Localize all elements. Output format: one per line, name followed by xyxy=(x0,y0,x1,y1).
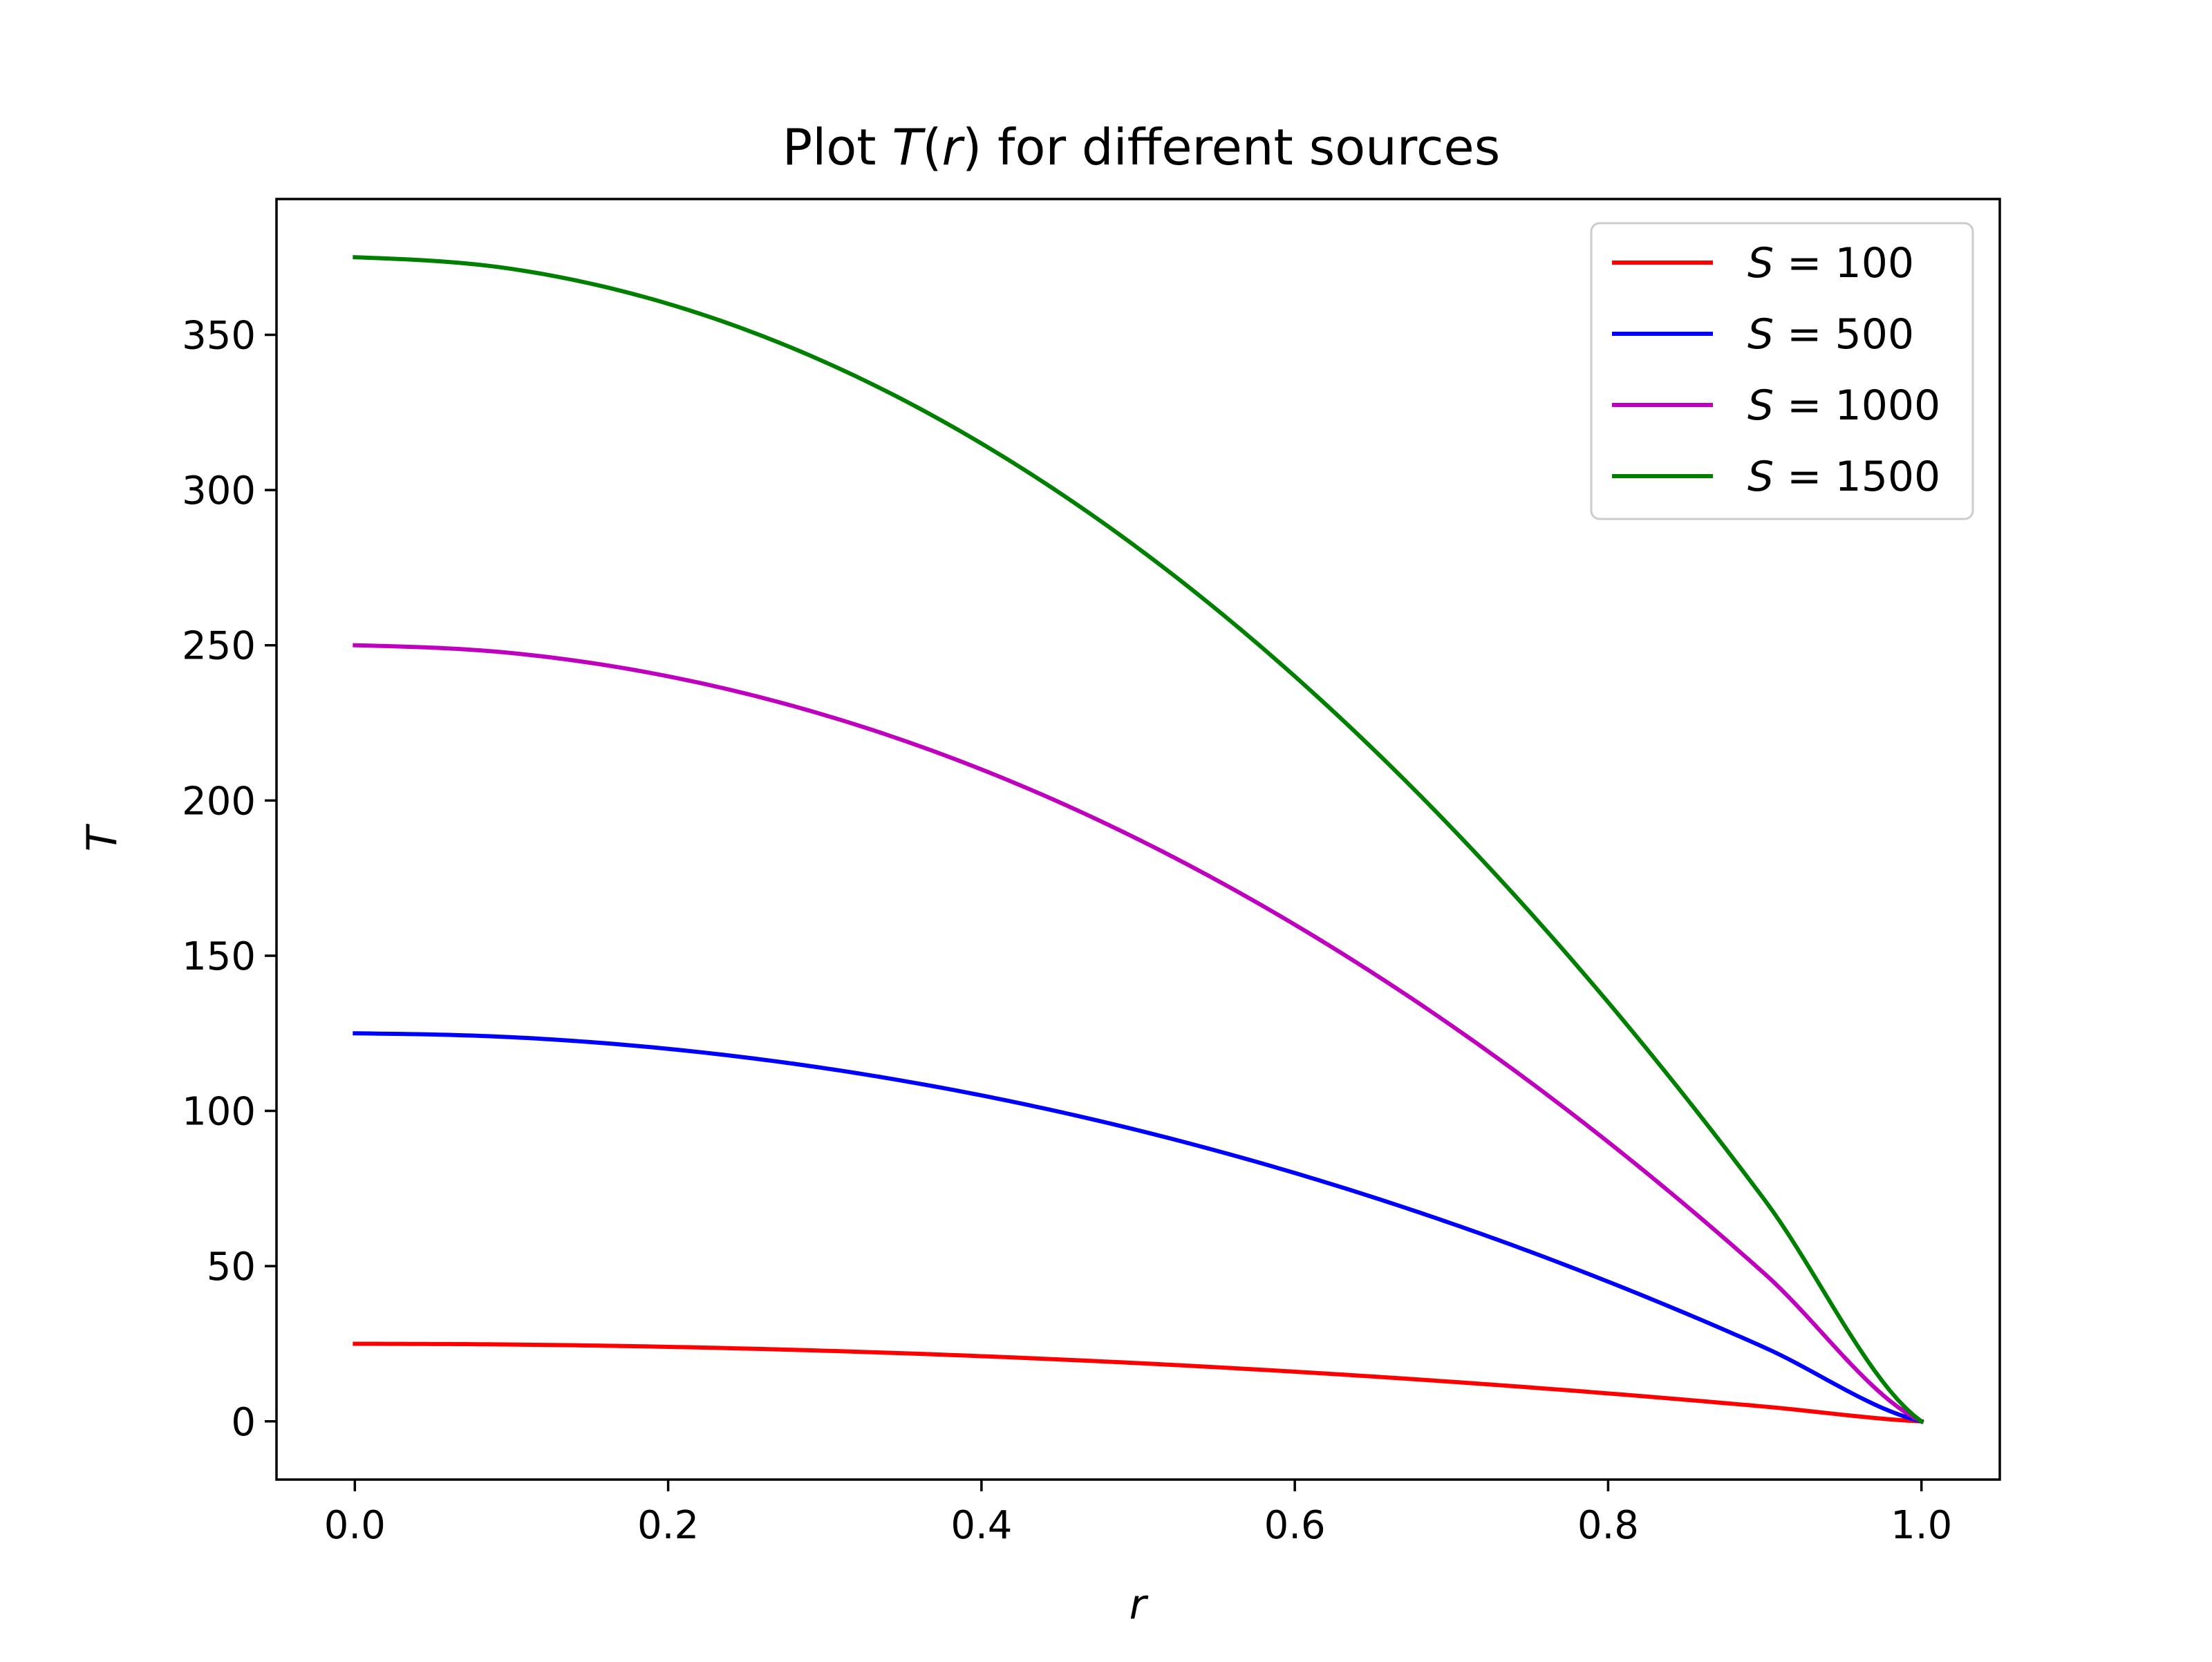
legend-label-eq: = xyxy=(1774,310,1835,359)
chart-title-math: T xyxy=(892,118,926,176)
x-tick-label: 0.2 xyxy=(637,1503,699,1548)
legend-label: S = 100 xyxy=(1747,239,1914,287)
legend-entry-100: S = 100 xyxy=(1612,239,1914,287)
chart-title-prefix: Plot xyxy=(782,118,892,176)
legend-label-eq: = xyxy=(1774,239,1835,287)
plot-lines xyxy=(353,255,1924,1424)
y-tick-label: 200 xyxy=(182,779,256,824)
legend-label-var: S xyxy=(1747,310,1774,359)
y-tick-label: 100 xyxy=(182,1090,256,1135)
legend-label-var: S xyxy=(1747,381,1774,430)
legend-label-var: S xyxy=(1747,239,1774,287)
chart-title: Plot T(r) for different sources xyxy=(782,118,1500,176)
x-tick-label: 0.0 xyxy=(324,1503,386,1548)
legend-box xyxy=(1590,222,1974,520)
legend-label-var: S xyxy=(1747,453,1774,501)
legend-label-eq: = xyxy=(1774,381,1835,430)
x-tick-label: 0.4 xyxy=(950,1503,1012,1548)
legend-label: S = 1500 xyxy=(1747,453,1940,501)
x-tick-label: 1.0 xyxy=(1891,1503,1952,1548)
series-line-500 xyxy=(353,1031,1924,1424)
x-axis-label: r xyxy=(1130,1580,1149,1629)
x-tick-label: 0.6 xyxy=(1264,1503,1326,1548)
legend-label-value: 1000 xyxy=(1835,381,1941,430)
y-tick-label: 0 xyxy=(231,1400,256,1445)
legend-entry-500: S = 500 xyxy=(1612,310,1914,359)
y-axis-label: T xyxy=(78,823,126,851)
legend-label-value: 1500 xyxy=(1835,453,1941,501)
chart-title-math2: r xyxy=(941,118,965,176)
y-tick-label: 250 xyxy=(182,624,256,669)
legend-label-value: 100 xyxy=(1835,239,1915,287)
legend-label: S = 500 xyxy=(1747,310,1914,359)
chart-title-mid: ( xyxy=(922,118,941,176)
legend-entry-1000: S = 1000 xyxy=(1612,381,1940,430)
y-tick-label: 350 xyxy=(182,314,256,359)
legend-label: S = 1000 xyxy=(1747,381,1940,430)
legend-entry-1500: S = 1500 xyxy=(1612,453,1940,501)
legend-label-eq: = xyxy=(1774,453,1835,501)
series-line-1500 xyxy=(353,255,1924,1424)
y-tick-label: 50 xyxy=(207,1245,256,1290)
legend-label-value: 500 xyxy=(1835,310,1915,359)
x-tick-label: 0.8 xyxy=(1577,1503,1639,1548)
plot-frame xyxy=(275,198,2001,1481)
series-line-100 xyxy=(353,1341,1924,1424)
chart-title-suffix: ) for different sources xyxy=(962,118,1500,176)
series-line-1000 xyxy=(353,643,1924,1424)
y-tick-label: 150 xyxy=(182,934,256,979)
y-axis-ticks: 0 50 100 150 200 250 300 350 xyxy=(182,314,276,1445)
x-axis-ticks: 0.0 0.2 0.4 0.6 0.8 1.0 xyxy=(324,1480,1952,1548)
y-tick-label: 300 xyxy=(182,469,256,513)
